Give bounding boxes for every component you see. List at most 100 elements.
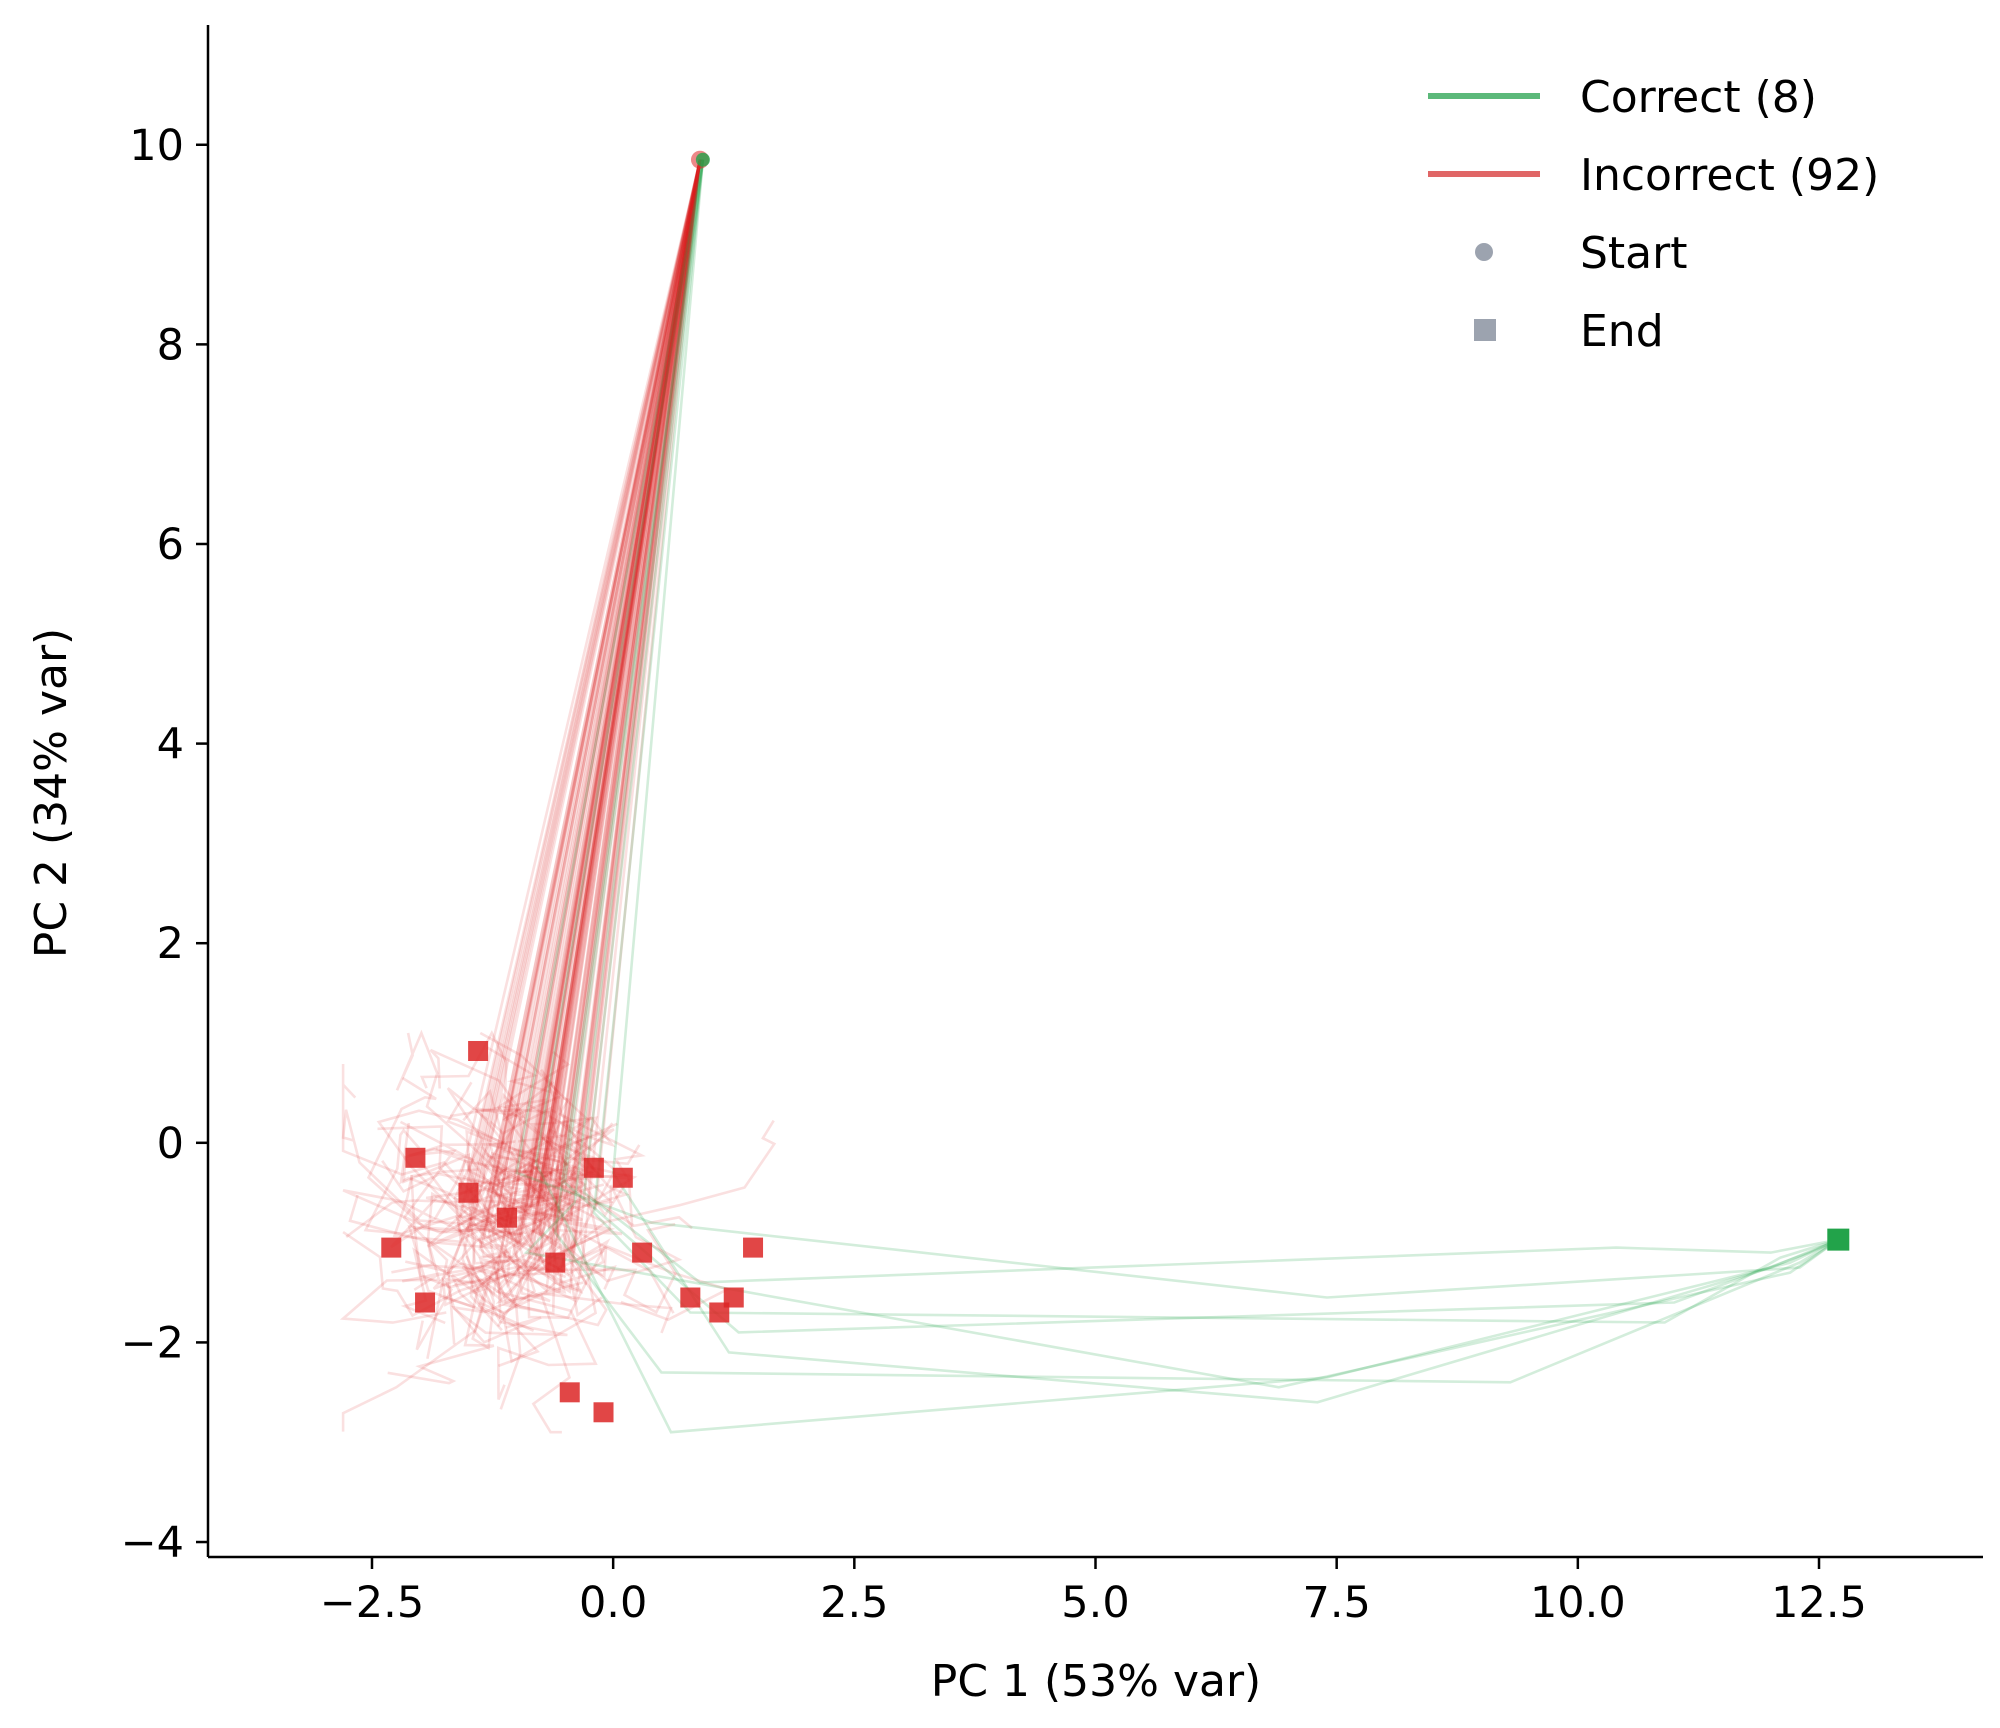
incorrect-end-marker	[583, 1157, 604, 1178]
x-tick-label: 5.0	[1061, 1578, 1129, 1628]
incorrect-trajectory-line	[341, 159, 702, 1246]
x-tick-label: 7.5	[1302, 1578, 1370, 1628]
incorrect-end-marker	[458, 1182, 479, 1203]
incorrect-trajectory-line	[495, 159, 702, 1400]
x-tick-label: 2.5	[820, 1578, 888, 1628]
incorrect-trajectory-line	[502, 159, 702, 1320]
incorrect-trajectory-line	[435, 159, 702, 1212]
trajectory-markers	[381, 150, 1850, 1423]
incorrect-end-marker	[415, 1292, 436, 1313]
incorrect-trajectory-line	[342, 159, 702, 1318]
incorrect-trajectory-line	[387, 159, 702, 1385]
incorrect-trajectory-line	[503, 159, 702, 1214]
incorrect-trajectory-line	[527, 159, 702, 1194]
incorrect-trajectory-line	[447, 159, 702, 1286]
incorrect-trajectory-line	[444, 159, 702, 1337]
incorrect-trajectory-line	[482, 159, 702, 1271]
incorrect-trajectory-line	[528, 159, 702, 1235]
y-tick-label: 8	[157, 320, 184, 370]
incorrect-trajectory-line	[525, 159, 702, 1315]
correct-end-marker	[1827, 1228, 1850, 1251]
correct-trajectory-line	[592, 159, 1839, 1324]
legend-square-swatch	[1474, 319, 1496, 341]
incorrect-trajectory-line	[465, 159, 702, 1239]
incorrect-trajectory-line	[440, 159, 702, 1364]
incorrect-trajectory-line	[499, 159, 702, 1410]
y-tick-label: 6	[157, 520, 184, 570]
incorrect-trajectory-line	[399, 159, 702, 1216]
y-tick-label: 0	[157, 1119, 184, 1169]
incorrect-trajectory-line	[480, 159, 702, 1227]
incorrect-trajectory-line	[485, 159, 702, 1302]
incorrect-trajectory-line	[345, 159, 702, 1303]
incorrect-trajectory-line	[504, 159, 702, 1210]
incorrect-trajectory-line	[485, 159, 702, 1320]
legend-label: End	[1580, 306, 1664, 357]
incorrect-end-marker	[743, 1237, 764, 1258]
correct-trajectory-line	[582, 159, 1839, 1284]
incorrect-trajectory-line	[432, 159, 702, 1332]
incorrect-trajectory-line	[407, 159, 702, 1368]
axes	[206, 25, 1983, 1559]
incorrect-trajectory-line	[474, 159, 702, 1220]
incorrect-trajectory-line	[496, 159, 702, 1328]
incorrect-end-marker	[612, 1167, 633, 1188]
incorrect-trajectory-line	[410, 159, 702, 1289]
legend-label: Correct (8)	[1580, 72, 1817, 123]
incorrect-trajectory-line	[496, 159, 702, 1205]
incorrect-trajectory-line	[486, 159, 702, 1202]
incorrect-trajectory-line	[543, 159, 702, 1210]
incorrect-trajectory-line	[511, 159, 702, 1217]
correct-trajectory-line	[534, 159, 1839, 1434]
x-tick-label: −2.5	[320, 1578, 424, 1628]
incorrect-trajectory-line	[554, 159, 702, 1278]
incorrect-trajectory-line	[467, 159, 702, 1215]
incorrect-end-marker	[559, 1382, 580, 1403]
legend: Correct (8) Incorrect (92) Start End	[1428, 72, 1879, 357]
correct-trajectory-line	[563, 159, 1839, 1334]
incorrect-trajectory-line	[392, 159, 702, 1244]
incorrect-trajectory-line	[531, 159, 702, 1294]
incorrect-trajectory-line	[471, 159, 702, 1351]
correct-trajectory-line	[515, 159, 1840, 1299]
incorrect-end-marker	[468, 1040, 489, 1061]
incorrect-trajectory-line	[478, 159, 702, 1289]
incorrect-trajectory-line	[524, 159, 702, 1283]
incorrect-trajectory-line	[495, 159, 702, 1304]
incorrect-trajectory-line	[405, 159, 702, 1274]
incorrect-trajectory-line	[461, 159, 702, 1434]
incorrect-trajectory-line	[395, 159, 702, 1178]
y-tick-label: −4	[121, 1518, 184, 1568]
incorrect-trajectory-line	[419, 159, 702, 1198]
y-tick-label: 2	[157, 919, 184, 969]
incorrect-trajectory-line	[502, 159, 702, 1222]
correct-trajectory-line	[611, 159, 1839, 1404]
x-tick-label: 0.0	[579, 1578, 647, 1628]
incorrect-trajectory-line	[468, 159, 702, 1294]
y-tick-label: −2	[121, 1318, 184, 1368]
incorrect-trajectory-line	[429, 159, 702, 1189]
incorrect-trajectory-line	[348, 159, 702, 1249]
incorrect-trajectory-line	[500, 159, 702, 1327]
incorrect-trajectory-line	[400, 159, 702, 1325]
incorrect-trajectory-line	[339, 159, 702, 1324]
incorrect-trajectory-line	[464, 159, 702, 1334]
incorrect-trajectory-line	[469, 159, 702, 1230]
incorrect-trajectory-line	[363, 159, 702, 1235]
incorrect-trajectory-line	[462, 159, 702, 1199]
y-tick-label: 10	[129, 121, 184, 171]
y-ticks: −4 −2 0 2 4 6 8 10	[121, 121, 208, 1568]
incorrect-trajectory-line	[377, 159, 702, 1202]
incorrect-trajectory-line	[534, 159, 702, 1253]
incorrect-trajectory-line	[459, 159, 702, 1240]
y-tick-label: 4	[157, 720, 184, 770]
incorrect-trajectory-line	[415, 159, 702, 1351]
incorrect-trajectory-line	[512, 159, 777, 1278]
x-axis-label: PC 1 (53% var)	[931, 1656, 1261, 1707]
incorrect-trajectory-line	[467, 159, 702, 1318]
incorrect-end-marker	[497, 1207, 518, 1228]
y-axis-label: PC 2 (34% var)	[26, 628, 77, 958]
correct-start-marker	[695, 152, 710, 167]
incorrect-trajectory-line	[366, 159, 702, 1233]
